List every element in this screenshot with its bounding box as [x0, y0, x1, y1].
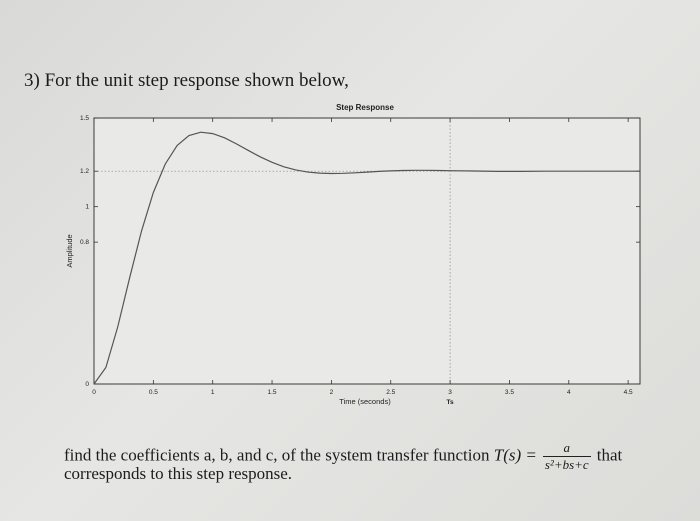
x-tick-label: 4.5 [624, 389, 633, 396]
question-body: find the coefficients a, b, and c, of th… [64, 440, 622, 473]
question-body-text: find the coefficients a, b, and c, of th… [64, 445, 494, 465]
x-tick-label: 1 [211, 389, 215, 396]
question-heading: 3) For the unit step response shown belo… [24, 70, 349, 92]
step-response-curve [93, 131, 640, 385]
y-tick-label: 1.5 [80, 115, 89, 122]
x-tick-label: 3.5 [505, 389, 514, 396]
x-tick-label: 1.5 [268, 389, 277, 396]
transfer-function-fraction: a s²+bs+c [542, 440, 591, 473]
chart-title: Step Response [336, 103, 394, 112]
y-tick-label: 1 [85, 204, 89, 211]
question-text: For the unit step response shown below, [44, 70, 349, 91]
x-tick-label: 0 [92, 389, 96, 396]
transfer-function-lhs: T(s) = [493, 445, 537, 465]
y-tick-label: 0 [85, 381, 89, 388]
x-tick-label: 0.5 [149, 389, 158, 396]
settling-time-label: Ts [447, 399, 454, 406]
x-axis-label: Time (seconds) [339, 397, 391, 406]
y-axis-label: Amplitude [65, 234, 74, 267]
question-body-tail: that [596, 445, 623, 465]
x-tick-label: 2 [330, 389, 334, 396]
fraction-denominator: s²+bs+c [544, 457, 589, 472]
x-tick-label: 2.5 [386, 389, 395, 396]
question-body-line2: corresponds to this step response. [64, 464, 293, 483]
y-tick-label: 1.2 [80, 168, 89, 175]
plot-area [93, 117, 641, 385]
fraction-numerator: a [542, 440, 591, 457]
question-number: 3) [24, 70, 40, 91]
y-tick-label: 0.8 [80, 239, 89, 246]
x-tick-label: 3 [448, 389, 452, 396]
x-tick-label: 4 [567, 389, 571, 396]
